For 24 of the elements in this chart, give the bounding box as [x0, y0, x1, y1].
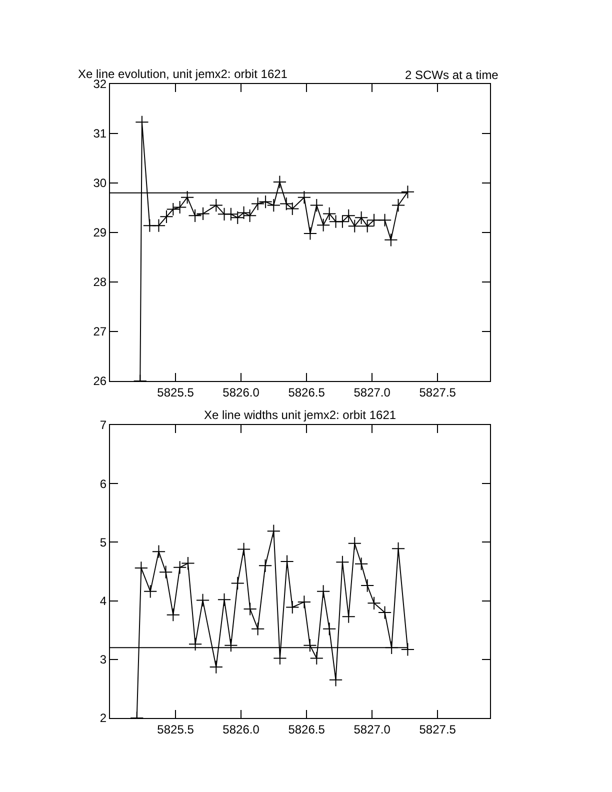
x-tick-label: 5826.5	[288, 722, 326, 736]
y-tick-label: 4	[100, 594, 107, 608]
x-tick-label: 5826.0	[222, 722, 260, 736]
y-tick-label: 28	[93, 275, 107, 290]
text: 2 SCWs at a time	[405, 68, 499, 82]
x-tick-label: 5827.5	[419, 385, 456, 400]
y-tick-label: 7	[100, 418, 107, 432]
chart-title: Xe line widths unit jemx2: orbit 1621	[204, 408, 396, 422]
y-tick-label: 26	[93, 374, 107, 388]
x-tick-label: 5825.5	[157, 385, 194, 400]
x-tick-label: 5827.0	[354, 385, 391, 400]
y-tick-label: 3	[100, 652, 107, 667]
y-tick-label: 6	[100, 476, 107, 491]
x-tick-label: 5827.0	[354, 722, 391, 736]
x-tick-label: 5825.5	[157, 722, 194, 736]
x-tick-label: 5826.0	[222, 385, 260, 400]
y-tick-label: 29	[93, 226, 107, 240]
y-tick-label: 30	[93, 176, 107, 190]
x-tick-label: 5826.5	[288, 385, 326, 400]
y-tick-label: 31	[93, 126, 107, 141]
y-tick-label: 27	[93, 324, 107, 339]
y-tick-label: 5	[100, 535, 107, 550]
y-tick-label: 2	[100, 711, 107, 726]
x-tick-label: 5827.5	[419, 722, 456, 736]
